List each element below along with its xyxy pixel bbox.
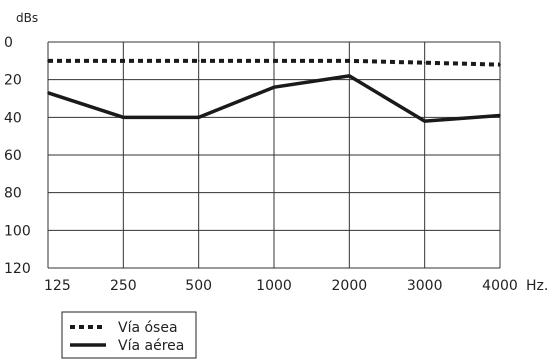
x-tick-labels: 125 250 500 1000 2000 3000 4000 [44,278,518,294]
x-tick-label: 2000 [332,278,368,294]
data-point [47,60,49,62]
data-point [273,86,275,88]
series-lines [47,58,501,123]
y-tick-label: 40 [4,110,22,126]
x-tick-label: 500 [185,278,212,294]
data-point [122,60,125,62]
x-tick-label: 3000 [407,278,443,294]
data-point [47,92,49,94]
y-axis-label: dBs [16,11,38,25]
legend-label: Vía aérea [118,338,184,354]
data-point [273,60,275,62]
y-tick-labels: 0 20 40 60 80 100 120 [4,35,31,277]
y-tick-label: 120 [4,261,31,277]
legend: Vía ósea Vía aérea [61,311,197,359]
data-point [423,61,426,64]
y-tick-label: 80 [4,186,22,202]
y-tick-label: 0 [4,35,13,51]
grid [47,41,501,269]
x-tick-label: 1000 [256,278,292,294]
legend-box [61,311,197,359]
y-tick-label: 20 [4,73,22,89]
data-point [348,75,351,77]
data-point [122,116,125,119]
data-point [348,60,351,62]
data-point [197,116,200,119]
x-axis-unit: Hz. [526,278,548,294]
data-point [423,120,426,122]
data-point [197,60,200,62]
data-point [499,63,501,66]
data-point [499,114,501,117]
x-tick-label: 250 [110,278,137,294]
x-tick-label: 4000 [482,278,518,294]
x-tick-label: 125 [44,278,71,294]
y-tick-label: 100 [4,223,31,239]
legend-label: Vía ósea [118,320,178,336]
y-tick-label: 60 [4,148,22,164]
